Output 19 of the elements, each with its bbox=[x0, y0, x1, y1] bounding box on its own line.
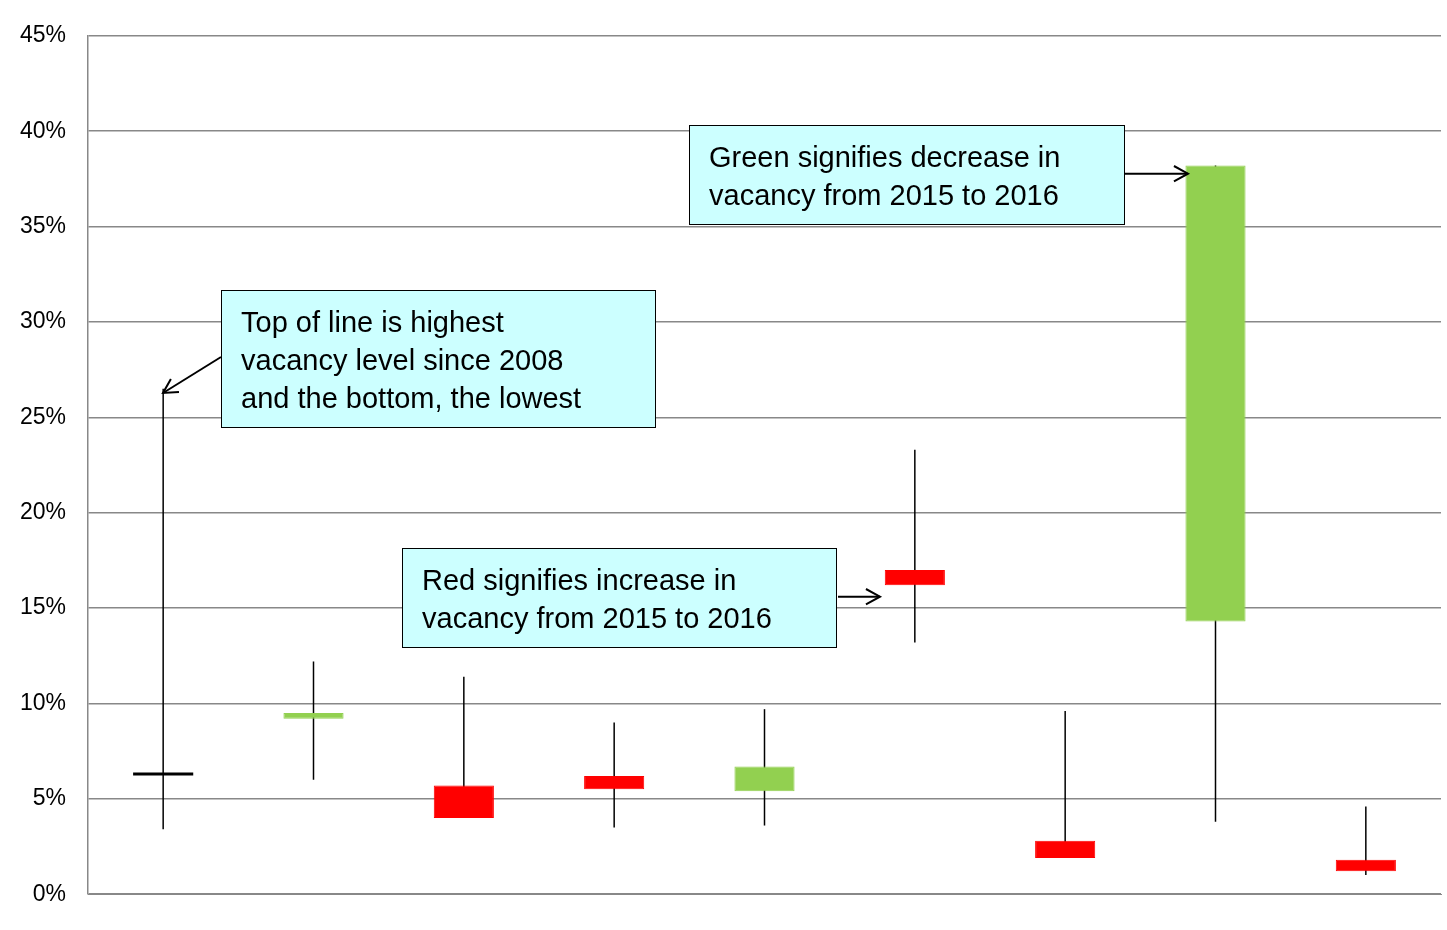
y-tick-label: 20% bbox=[19, 498, 66, 525]
candlestick bbox=[1335, 805, 1396, 876]
y-tick-label: 45% bbox=[19, 21, 66, 48]
callout-box: Red signifies increase in vacancy from 2015 to 2016 bbox=[402, 548, 837, 648]
callout-box: Top of line is highest vacancy level since 2008 and the bottom, the lowest bbox=[221, 290, 656, 428]
y-tick-label: 0% bbox=[32, 879, 66, 906]
y-tick-label: 10% bbox=[19, 688, 66, 715]
y-tick-label: 5% bbox=[32, 784, 66, 811]
candlestick bbox=[884, 448, 945, 644]
candlestick bbox=[584, 721, 645, 829]
candlestick bbox=[1035, 710, 1096, 859]
y-tick-label: 40% bbox=[19, 116, 66, 143]
y-tick-label: 35% bbox=[19, 211, 66, 238]
y-tick-label: 25% bbox=[19, 402, 66, 429]
y-tick-label: 30% bbox=[19, 307, 66, 334]
y-tick-label: 15% bbox=[19, 593, 66, 620]
callout-box: Green signifies decrease in vacancy from 2015 to 2016 bbox=[689, 125, 1125, 225]
candlestick bbox=[133, 387, 195, 831]
candlestick bbox=[283, 660, 344, 781]
